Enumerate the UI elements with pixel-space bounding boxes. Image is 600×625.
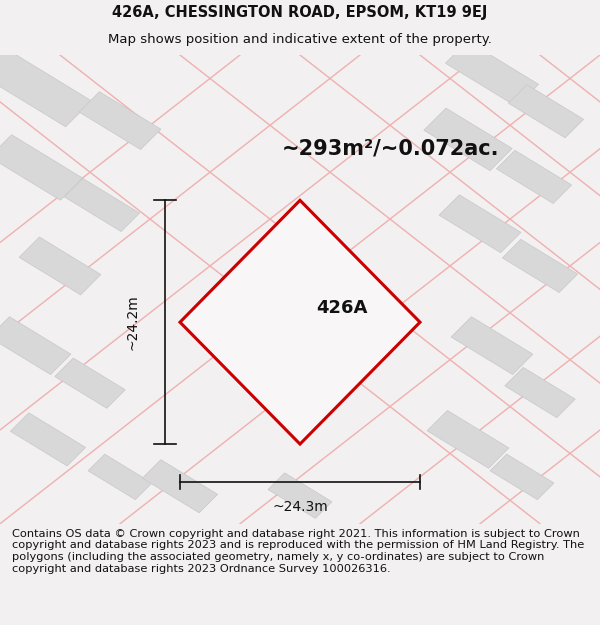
Text: ~24.3m: ~24.3m bbox=[272, 501, 328, 514]
Polygon shape bbox=[55, 358, 125, 408]
Text: Contains OS data © Crown copyright and database right 2021. This information is : Contains OS data © Crown copyright and d… bbox=[12, 529, 584, 574]
Polygon shape bbox=[142, 460, 218, 512]
Polygon shape bbox=[10, 413, 86, 466]
Polygon shape bbox=[427, 411, 509, 468]
Polygon shape bbox=[64, 179, 140, 231]
Polygon shape bbox=[0, 49, 91, 127]
Polygon shape bbox=[424, 108, 512, 171]
Polygon shape bbox=[502, 239, 578, 292]
Text: ~293m²/~0.072ac.: ~293m²/~0.072ac. bbox=[282, 139, 499, 159]
Polygon shape bbox=[508, 85, 584, 138]
Polygon shape bbox=[0, 135, 83, 200]
Polygon shape bbox=[490, 454, 554, 499]
Polygon shape bbox=[88, 454, 152, 499]
Text: 426A, CHESSINGTON ROAD, EPSOM, KT19 9EJ: 426A, CHESSINGTON ROAD, EPSOM, KT19 9EJ bbox=[112, 4, 488, 19]
Text: Map shows position and indicative extent of the property.: Map shows position and indicative extent… bbox=[108, 33, 492, 46]
Polygon shape bbox=[451, 317, 533, 374]
Polygon shape bbox=[79, 92, 161, 149]
Polygon shape bbox=[180, 200, 420, 444]
Polygon shape bbox=[19, 237, 101, 295]
Text: 426A: 426A bbox=[316, 299, 368, 317]
Polygon shape bbox=[0, 317, 71, 374]
Text: ~24.2m: ~24.2m bbox=[125, 294, 139, 350]
Polygon shape bbox=[268, 473, 332, 518]
Polygon shape bbox=[505, 368, 575, 418]
Polygon shape bbox=[439, 195, 521, 252]
Polygon shape bbox=[496, 151, 572, 203]
Polygon shape bbox=[445, 41, 539, 106]
